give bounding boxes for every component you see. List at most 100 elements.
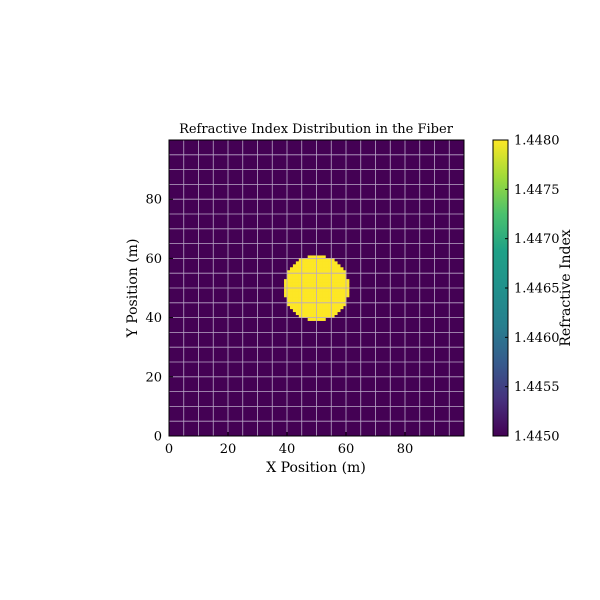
core-cell (289, 279, 294, 283)
core-cell (313, 293, 317, 298)
core-cell (287, 276, 291, 280)
core-cell (322, 282, 326, 286)
x-axis-label: X Position (m) (266, 460, 366, 476)
core-cell (298, 258, 303, 262)
core-cell (346, 282, 350, 286)
core-cell (340, 293, 344, 298)
core-cell (287, 270, 291, 274)
core-cell (304, 293, 309, 298)
core-cell (343, 290, 347, 295)
core-cell (331, 270, 335, 274)
core-cell (298, 314, 303, 318)
core-cell (319, 282, 323, 286)
core-cell (325, 282, 329, 286)
core-cell (310, 317, 314, 321)
core-cell (334, 288, 338, 292)
core-cell (340, 285, 344, 289)
core-cell (307, 285, 311, 289)
core-cell (301, 314, 306, 318)
core-cell (325, 276, 329, 280)
core-cell (325, 261, 329, 265)
core-cell (295, 276, 300, 280)
core-cell (331, 305, 335, 310)
core-cell (292, 273, 297, 277)
core-cell (301, 296, 306, 301)
core-cell (334, 261, 338, 265)
colorbar: 1.4450 1.4455 1.4460 1.4465 1.4470 1.4475 1.44… (492, 134, 574, 445)
core-cell (337, 270, 341, 274)
core-cell (307, 282, 311, 286)
core-cell (301, 288, 306, 292)
core-cell (337, 288, 341, 292)
core-cell (316, 290, 320, 295)
core-cell (331, 276, 335, 280)
core-cell (343, 296, 347, 301)
core-cell (284, 290, 288, 295)
core-cell (319, 302, 323, 307)
core-cell (346, 293, 350, 298)
core-cell (337, 267, 341, 271)
core-cell (289, 288, 294, 292)
core-cell (340, 267, 344, 271)
core-cell (316, 273, 320, 277)
core-cell (334, 305, 338, 310)
core-cell (322, 273, 326, 277)
core-cell (295, 290, 300, 295)
core-cell (310, 285, 314, 289)
core-cell (334, 282, 338, 286)
core-cell (325, 302, 329, 307)
core-cell (322, 276, 326, 280)
core-cell (310, 258, 314, 262)
core-cell (292, 293, 297, 298)
core-cell (287, 293, 291, 298)
core-cell (307, 314, 311, 318)
core-cell (307, 296, 311, 301)
core-cell (298, 308, 303, 313)
core-cell (328, 264, 332, 268)
core-cell (319, 285, 323, 289)
core-cell (319, 311, 323, 316)
core-cell (334, 276, 338, 280)
colorbar-tick-label: 1.4475 (514, 183, 560, 198)
core-cell (310, 290, 314, 295)
core-cell (340, 296, 344, 301)
core-cell (307, 267, 311, 271)
core-cell (340, 270, 344, 274)
core-cell (310, 314, 314, 318)
core-cell (307, 288, 311, 292)
core-cell (301, 267, 306, 271)
x-tick-label: 20 (220, 442, 237, 457)
y-tick-label: 20 (145, 370, 162, 385)
core-cell (289, 270, 294, 274)
core-cell (298, 299, 303, 304)
core-cell (301, 270, 306, 274)
core-cell (295, 305, 300, 310)
core-cell (307, 270, 311, 274)
core-cell (331, 290, 335, 295)
core-cell (325, 293, 329, 298)
core-cell (334, 264, 338, 268)
core-cell (310, 264, 314, 268)
core-cell (298, 285, 303, 289)
core-cell (298, 282, 303, 286)
core-cell (304, 261, 309, 265)
core-cell (313, 311, 317, 316)
core-cell (287, 282, 291, 286)
core-cell (307, 299, 311, 304)
core-cell (316, 285, 320, 289)
core-cell (307, 279, 311, 283)
core-cell (310, 267, 314, 271)
core-cell (322, 296, 326, 301)
core-cell (316, 279, 320, 283)
core-cell (331, 282, 335, 286)
core-cell (325, 279, 329, 283)
core-cell (307, 305, 311, 310)
x-axis-ticks: 0 20 40 60 80 (165, 432, 413, 457)
core-cell (316, 276, 320, 280)
core-cell (340, 288, 344, 292)
core-cell (307, 317, 311, 321)
core-cell (310, 288, 314, 292)
core-cell (295, 288, 300, 292)
core-cell (319, 288, 323, 292)
fiber-core-region (284, 255, 350, 321)
